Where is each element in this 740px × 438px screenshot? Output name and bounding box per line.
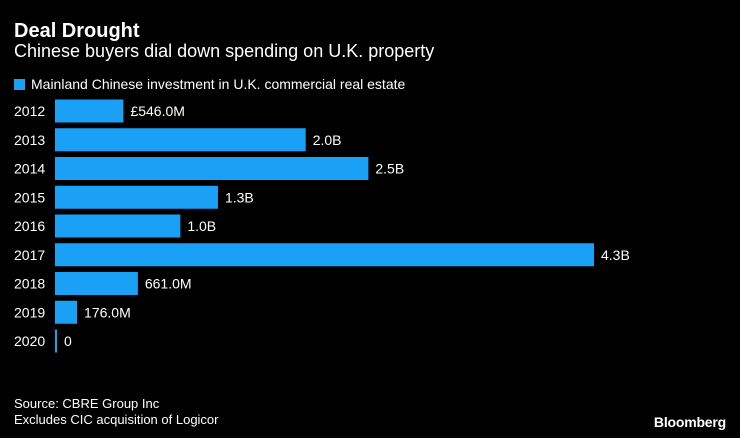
value-label-2013: 2.0B [313, 132, 342, 148]
bar-2012 [55, 99, 124, 123]
bar-2017 [55, 243, 594, 267]
category-label-2019: 2019 [14, 304, 45, 320]
category-label-2015: 2015 [14, 189, 45, 205]
source-note: Source: CBRE Group Inc [14, 396, 160, 411]
bar-2014 [55, 157, 369, 180]
legend: Mainland Chinese investment in U.K. comm… [14, 74, 405, 94]
legend-label: Mainland Chinese investment in U.K. comm… [31, 76, 406, 92]
value-label-2020: 0 [64, 333, 72, 349]
value-label-2017: 4.3B [601, 247, 630, 263]
value-label-2014: 2.5B [375, 161, 404, 177]
value-label-2016: 1.0B [187, 218, 216, 234]
footnote: Excludes CIC acquisition of Logicor [14, 412, 219, 427]
bar-2013 [55, 128, 306, 152]
category-label-2013: 2013 [14, 132, 45, 148]
legend-swatch [14, 78, 25, 90]
category-label-2017: 2017 [14, 247, 45, 263]
bar-2018 [55, 272, 138, 295]
chart-subtitle: Chinese buyers dial down spending on U.K… [14, 41, 435, 61]
value-label-2012: £546.0M [130, 103, 184, 119]
bar-2020 [55, 329, 57, 353]
category-label-2020: 2020 [14, 333, 45, 349]
category-label-2016: 2016 [14, 218, 45, 234]
bar-2015 [55, 185, 218, 209]
bloomberg-logo: Bloomberg [653, 414, 726, 430]
category-label-2014: 2014 [14, 161, 45, 177]
category-label-2012: 2012 [14, 103, 45, 119]
value-label-2018: 661.0M [145, 276, 192, 292]
category-label-2018: 2018 [14, 276, 45, 292]
bar-2016 [55, 214, 181, 238]
value-label-2015: 1.3B [225, 189, 254, 205]
value-label-2019: 176.0M [84, 304, 131, 320]
chart-title: Deal Drought [14, 20, 140, 42]
bar-2019 [55, 300, 78, 324]
